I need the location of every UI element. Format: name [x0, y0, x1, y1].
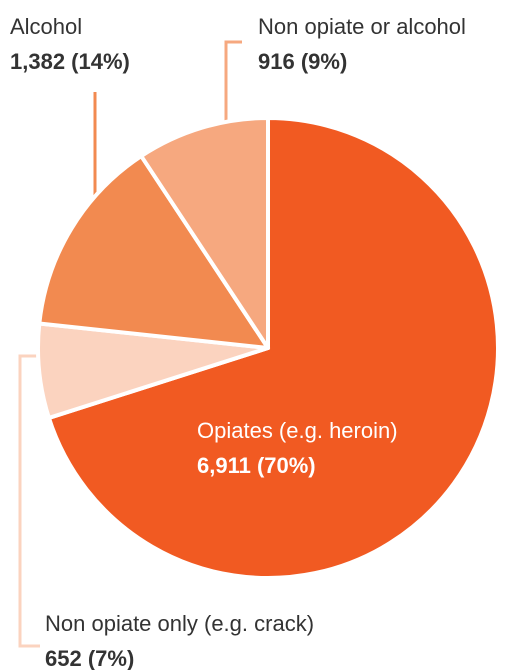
- leader-line: [224, 40, 242, 150]
- leader-line: [18, 354, 40, 648]
- pie-slice: [139, 116, 270, 350]
- pie-slice: [37, 154, 270, 350]
- slice-label: Non opiate only (e.g. crack): [45, 611, 314, 636]
- pie-slice: [46, 116, 500, 580]
- slice-label: Alcohol: [10, 14, 82, 39]
- slice-label: Opiates (e.g. heroin): [197, 418, 398, 443]
- leader-lines: [18, 40, 242, 648]
- slice-label: Non opiate or alcohol: [258, 14, 466, 39]
- slice-value-label: 652 (7%): [45, 646, 134, 670]
- slice-value-label: 6,911 (70%): [197, 453, 316, 478]
- slice-value-label: 916 (9%): [258, 49, 347, 74]
- slice-value-label: 1,382 (14%): [10, 49, 130, 74]
